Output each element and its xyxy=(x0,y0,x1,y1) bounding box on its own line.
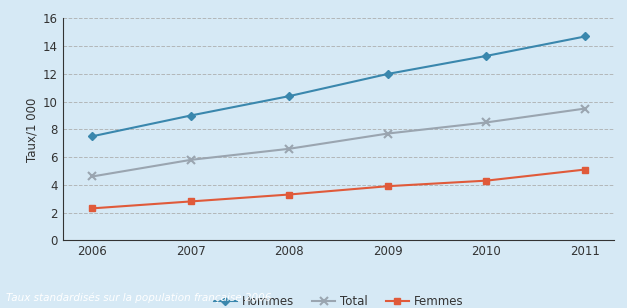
Line: Femmes: Femmes xyxy=(89,166,588,212)
Femmes xyxy=(483,179,490,182)
Total xyxy=(88,175,96,178)
Total xyxy=(187,158,194,162)
Femmes xyxy=(581,168,589,171)
Total xyxy=(483,120,490,124)
Femmes xyxy=(384,184,392,188)
Legend: Hommes, Total, Femmes: Hommes, Total, Femmes xyxy=(209,290,468,308)
Text: Taux standardisés sur la population française 2006: Taux standardisés sur la population fran… xyxy=(6,292,271,303)
Line: Total: Total xyxy=(88,104,589,181)
Line: Hommes: Hommes xyxy=(89,33,588,140)
Total xyxy=(384,132,392,136)
Hommes xyxy=(581,34,589,38)
Hommes xyxy=(483,54,490,58)
Hommes xyxy=(384,72,392,76)
Total xyxy=(581,107,589,110)
Y-axis label: Taux/1 000: Taux/1 000 xyxy=(26,97,39,162)
Femmes xyxy=(285,193,293,197)
Femmes xyxy=(187,200,194,203)
Hommes xyxy=(187,114,194,117)
Hommes xyxy=(285,94,293,98)
Hommes xyxy=(88,134,96,138)
Total xyxy=(285,147,293,151)
Femmes xyxy=(88,206,96,210)
